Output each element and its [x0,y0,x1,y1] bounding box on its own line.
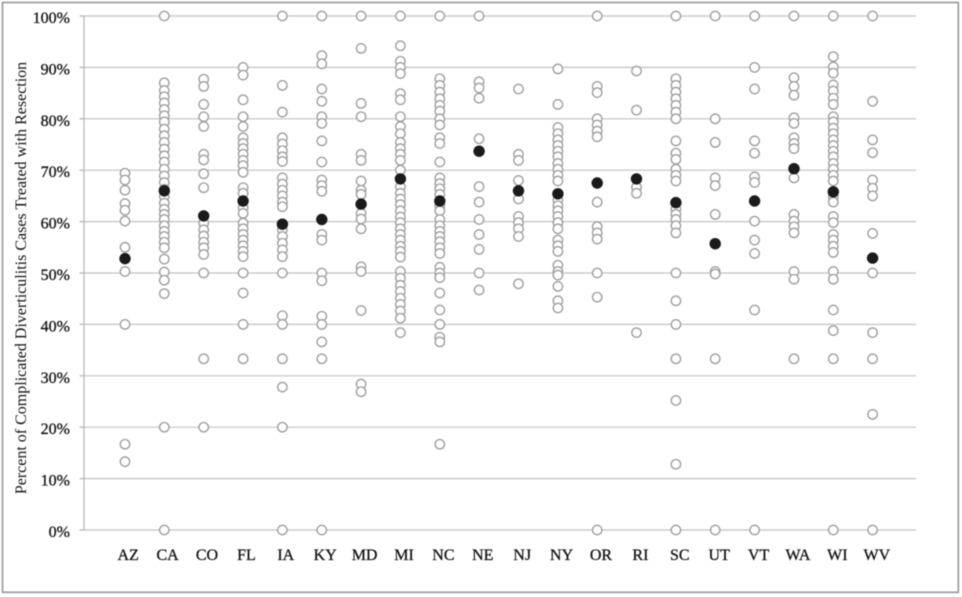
svg-text:WA: WA [786,547,811,564]
svg-text:NJ: NJ [513,547,531,564]
svg-text:40%: 40% [41,318,70,335]
svg-text:90%: 90% [41,61,70,78]
svg-text:RI: RI [632,547,648,564]
svg-text:MD: MD [352,547,378,564]
svg-text:100%: 100% [33,10,70,27]
svg-text:OR: OR [590,547,613,564]
svg-text:VT: VT [748,547,770,564]
svg-text:50%: 50% [41,267,70,284]
svg-text:60%: 60% [41,216,70,233]
svg-text:AZ: AZ [118,547,139,564]
svg-text:10%: 10% [41,473,70,490]
svg-text:IA: IA [277,547,294,564]
svg-text:20%: 20% [41,421,70,438]
svg-text:0%: 0% [49,524,70,541]
svg-text:NY: NY [550,547,574,564]
svg-text:FL: FL [237,547,256,564]
svg-text:CA: CA [156,547,179,564]
svg-text:SC: SC [670,547,690,564]
svg-text:CO: CO [196,547,218,564]
svg-text:NC: NC [432,547,454,564]
svg-text:MI: MI [394,547,414,564]
svg-text:70%: 70% [41,164,70,181]
svg-text:WI: WI [827,547,847,564]
svg-text:Percent of Complicated Diverti: Percent of Complicated Diverticulitis Ca… [13,62,30,494]
svg-text:NE: NE [472,547,493,564]
svg-text:UT: UT [709,547,731,564]
svg-text:30%: 30% [41,370,70,387]
svg-text:80%: 80% [41,113,70,130]
svg-text:KY: KY [314,547,338,564]
svg-text:WV: WV [863,547,890,564]
